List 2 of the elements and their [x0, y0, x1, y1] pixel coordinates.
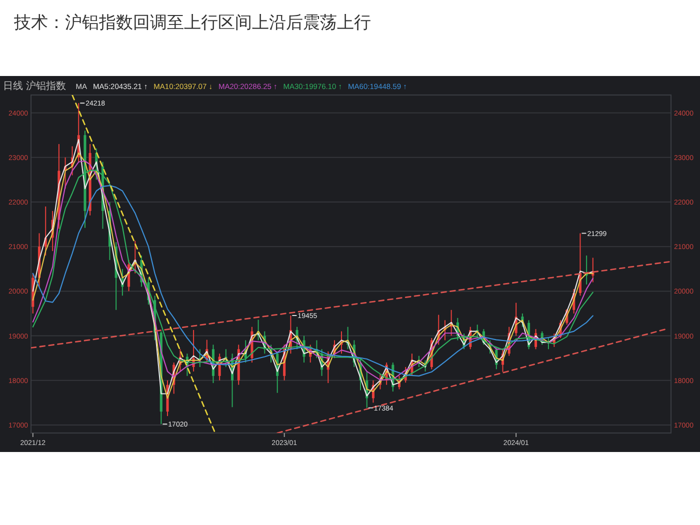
chart-title: 技术：沪铝指数回调至上行区间上沿后震荡上行: [13, 13, 371, 32]
chart-subtitle: 日线 沪铝指数: [3, 80, 66, 92]
